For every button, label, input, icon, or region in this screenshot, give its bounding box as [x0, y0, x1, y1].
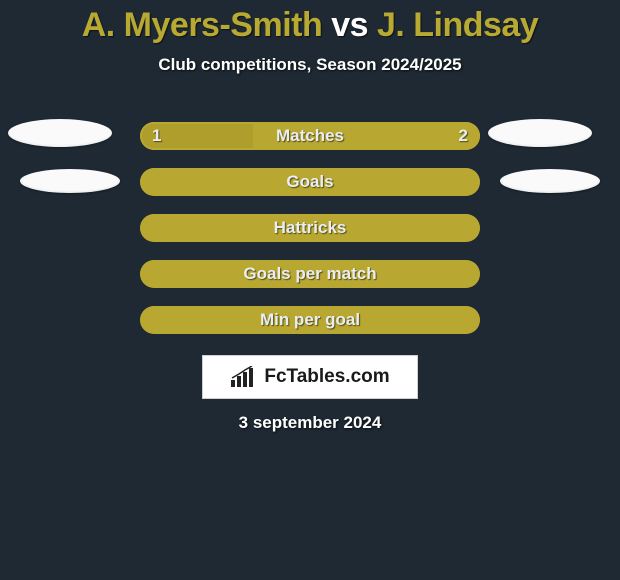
vs-label: vs: [331, 6, 368, 44]
logo: FcTables.com: [202, 355, 418, 399]
page-title: A. Myers-Smith vs J. Lindsay: [82, 6, 539, 45]
left-ellipse: [8, 119, 112, 147]
stat-bar: Min per goal: [140, 306, 480, 334]
footer-date: 3 september 2024: [239, 413, 382, 433]
stat-bar: Goals: [140, 168, 480, 196]
stat-bar: Goals per match: [140, 260, 480, 288]
player2-name: J. Lindsay: [377, 6, 538, 44]
infographic: A. Myers-Smith vs J. Lindsay Club compet…: [0, 0, 620, 580]
stat-bar: Hattricks: [140, 214, 480, 242]
bar-border: [140, 168, 480, 196]
stat-row-hattricks: Hattricks: [0, 205, 620, 251]
stat-row-goals-per-match: Goals per match: [0, 251, 620, 297]
stat-bar: Matches12: [140, 122, 480, 150]
bar-border: [140, 214, 480, 242]
right-ellipse: [500, 169, 600, 193]
bar-border: [140, 260, 480, 288]
subtitle: Club competitions, Season 2024/2025: [158, 55, 461, 75]
bar-border: [140, 306, 480, 334]
right-ellipse: [488, 119, 592, 147]
comparison-chart: Matches12 Goals Hattricks Goals per match Mi…: [0, 113, 620, 343]
stat-row-matches: Matches12: [0, 113, 620, 159]
logo-text: FcTables.com: [264, 366, 389, 388]
stat-row-min-per-goal: Min per goal: [0, 297, 620, 343]
stat-row-goals: Goals: [0, 159, 620, 205]
left-ellipse: [20, 169, 120, 193]
bar-border: [140, 122, 480, 150]
bars-icon: [230, 366, 258, 388]
player1-name: A. Myers-Smith: [82, 6, 323, 44]
